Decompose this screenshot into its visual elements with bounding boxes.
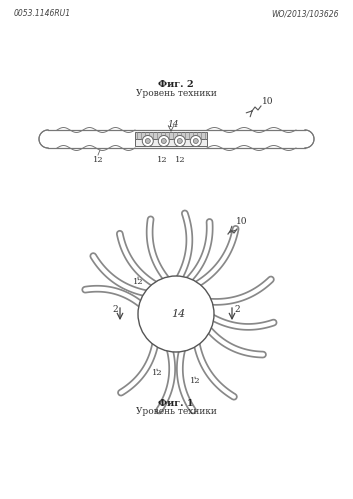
Text: 12: 12	[93, 156, 103, 164]
Circle shape	[138, 276, 214, 352]
Circle shape	[142, 136, 153, 147]
Text: 0053.1146RU1: 0053.1146RU1	[14, 9, 71, 18]
Text: 2: 2	[234, 304, 240, 313]
Polygon shape	[39, 130, 314, 148]
Text: 12: 12	[133, 277, 144, 286]
Text: 10: 10	[262, 97, 274, 106]
Text: 14: 14	[171, 309, 185, 319]
Circle shape	[193, 139, 198, 144]
Circle shape	[161, 139, 166, 144]
Text: 2: 2	[112, 304, 118, 313]
Text: Уровень техники: Уровень техники	[136, 408, 216, 417]
Text: Уровень техники: Уровень техники	[136, 88, 216, 97]
Text: Фиг. 1: Фиг. 1	[158, 400, 194, 409]
Text: 12: 12	[152, 369, 163, 377]
Circle shape	[174, 136, 185, 147]
Text: 14: 14	[167, 120, 179, 129]
Bar	[135, 139, 207, 146]
Text: 10: 10	[236, 217, 247, 226]
Circle shape	[190, 136, 201, 147]
Circle shape	[145, 139, 150, 144]
Text: 12: 12	[175, 156, 185, 164]
Text: WO/2013/103626: WO/2013/103626	[271, 9, 339, 18]
Circle shape	[158, 136, 169, 147]
Text: 12: 12	[190, 377, 201, 385]
Circle shape	[177, 139, 182, 144]
Text: Фиг. 2: Фиг. 2	[158, 79, 194, 88]
Bar	[135, 132, 207, 139]
Text: 12: 12	[157, 156, 167, 164]
